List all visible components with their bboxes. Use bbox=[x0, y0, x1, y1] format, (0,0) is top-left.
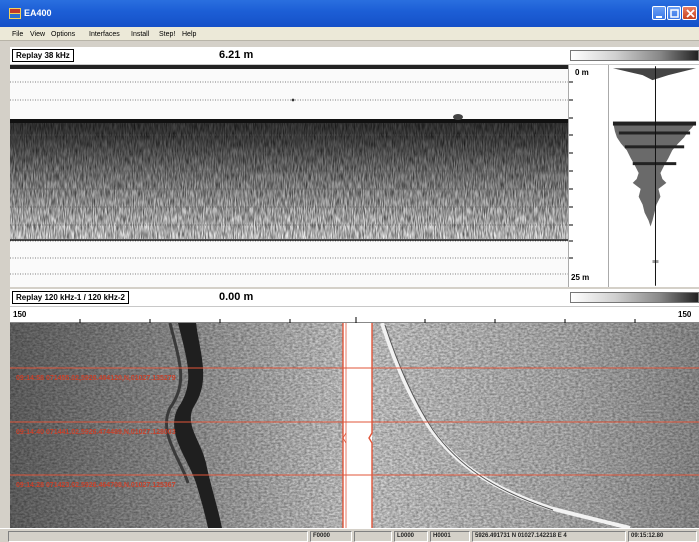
menu-view[interactable]: View bbox=[30, 31, 46, 38]
channel-label-120khz[interactable]: Replay 120 kHz-1 / 120 kHz-2 bbox=[12, 291, 129, 304]
menu-install[interactable]: Install bbox=[131, 31, 150, 38]
title-bar[interactable]: EA400 bbox=[0, 0, 699, 27]
color-scale-bar bbox=[570, 50, 699, 61]
status-field-ping: F0000 bbox=[310, 531, 352, 542]
menu-options[interactable]: Options bbox=[51, 31, 76, 38]
status-position: 5926.491731 N 01027.142218 E 4 bbox=[472, 531, 626, 542]
depth-readout-sidescan: 0.00 m bbox=[219, 291, 254, 303]
minimize-icon bbox=[656, 16, 662, 18]
scale-top-label: 0 m bbox=[575, 68, 589, 77]
menu-bar: File View Options Interfaces Install Ste… bbox=[0, 27, 699, 41]
depth-readout: 6.21 m bbox=[219, 49, 254, 61]
range-ruler: 150 150 bbox=[10, 307, 699, 323]
status-time: 09:15:12.80 bbox=[628, 531, 697, 542]
channel-label-38khz[interactable]: Replay 38 kHz bbox=[12, 49, 74, 62]
sidescan-image[interactable]: 09:14:58 071455.02,5926.484120,N,01027.1… bbox=[10, 323, 699, 528]
status-field-1 bbox=[8, 531, 308, 542]
status-field-l: L0000 bbox=[394, 531, 428, 542]
status-field-3 bbox=[354, 531, 392, 542]
close-button[interactable] bbox=[682, 6, 697, 20]
color-scale-bar-sidescan bbox=[570, 292, 699, 303]
menu-step[interactable]: Step! bbox=[159, 31, 176, 38]
position-annotation-3: 09:14:28 071423.02,5926.464708,N,01027.1… bbox=[16, 482, 176, 489]
depth-profile-view bbox=[608, 65, 699, 287]
maximize-button[interactable] bbox=[667, 6, 681, 20]
scale-bottom-label: 25 m bbox=[571, 273, 590, 282]
status-bar: F0000 L0000 H0001 5926.491731 N 01027.14… bbox=[0, 528, 699, 542]
window-title: EA400 bbox=[24, 8, 52, 18]
echogram-38khz[interactable] bbox=[10, 65, 568, 287]
position-annotation-1: 09:14:58 071455.02,5926.484120,N,01027.1… bbox=[16, 375, 176, 382]
menu-interfaces[interactable]: Interfaces bbox=[89, 31, 120, 38]
range-right-label: 150 bbox=[678, 310, 692, 319]
ea400-app-icon bbox=[9, 8, 21, 19]
restore-icon bbox=[670, 9, 679, 18]
depth-scale: 0 m 25 m bbox=[568, 65, 608, 287]
status-field-h: H0001 bbox=[430, 531, 470, 542]
menu-file[interactable]: File bbox=[12, 31, 24, 38]
position-annotation-2: 09:14:40 071441.02,5926.474489,N,01027.1… bbox=[16, 429, 176, 436]
echogram-header: Replay 38 kHz 6.21 m bbox=[10, 47, 699, 65]
range-left-label: 150 bbox=[13, 310, 27, 319]
sidescan-header: Replay 120 kHz-1 / 120 kHz-2 0.00 m bbox=[10, 289, 699, 307]
minimize-button[interactable] bbox=[652, 6, 666, 20]
close-icon bbox=[686, 9, 695, 18]
menu-help[interactable]: Help bbox=[182, 31, 197, 38]
